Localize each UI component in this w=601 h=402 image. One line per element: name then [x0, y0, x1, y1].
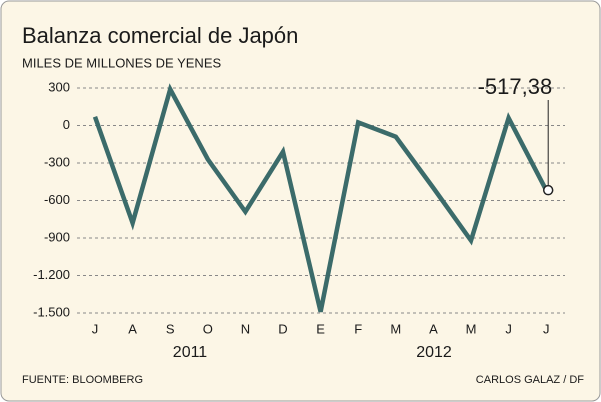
x-tick-label: N [241, 321, 250, 336]
x-tick-label: M [466, 321, 477, 336]
line [92, 83, 549, 313]
y-tick-label: 300 [48, 79, 70, 94]
x-tick-label: E [316, 321, 325, 336]
x-group-label: 2011 [173, 344, 208, 361]
x-tick-label: A [128, 321, 137, 336]
x-group-label: 2012 [416, 344, 452, 361]
credit: CARLOS GALAZ / DF [476, 374, 584, 386]
x-tick-label: O [203, 321, 213, 336]
y-tick-label: -900 [44, 229, 70, 244]
chart-title: Balanza comercial de Japón [22, 23, 298, 48]
y-tick-label: -600 [44, 192, 70, 207]
y-tick-label: -1.200 [33, 267, 70, 282]
x-tick-label: J [543, 321, 550, 336]
y-tick-label: -300 [44, 154, 70, 169]
x-tick-label: J [505, 321, 512, 336]
x-tick-label: D [278, 321, 287, 336]
value-label: -517,38 [478, 74, 553, 99]
x-tick-label: S [166, 321, 175, 336]
x-tick-label: J [92, 321, 99, 336]
y-tick-label: 0 [63, 117, 70, 132]
source: FUENTE: BLOOMBERG [22, 374, 143, 386]
chart-subtitle: MILES DE MILLONES DE YENES [22, 55, 221, 70]
x-tick-label: A [429, 321, 438, 336]
x-tick-label: F [354, 321, 362, 336]
marker [542, 184, 554, 196]
x-tick-label: M [390, 321, 401, 336]
y-tick-label: -1.500 [33, 304, 70, 319]
